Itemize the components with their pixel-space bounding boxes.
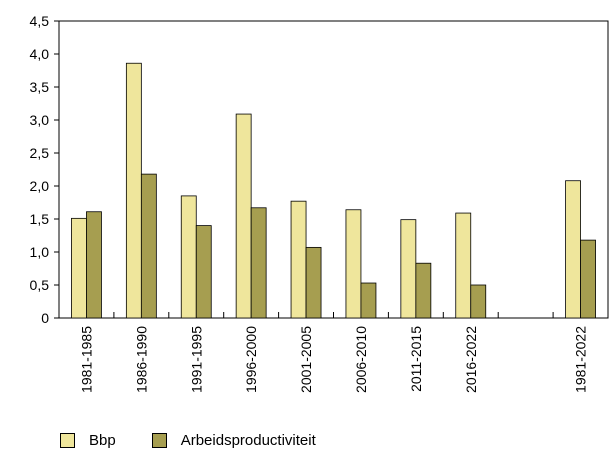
x-tick-label: 1991-1995 [188, 326, 204, 393]
y-tick-label: 1,5 [30, 211, 50, 227]
bar-chart: 0 0,5 1,0 1,5 2,0 2,5 3,0 3,5 4,0 4,5 1981-1985 198… [30, 13, 609, 393]
bar-arbeidsproductiviteit [360, 282, 377, 319]
y-tick-label: 3,0 [30, 112, 50, 128]
legend-swatch-arbeidsproductiviteit [151, 433, 167, 448]
bar-arbeidsproductiviteit [580, 239, 596, 319]
legend-item-bbp: Bbp [60, 432, 116, 449]
y-tick-label: 1,0 [30, 244, 50, 260]
x-tick-label: 2011-2015 [408, 326, 424, 392]
bar-bbp [400, 219, 417, 319]
y-tick-label: 3,5 [30, 79, 50, 95]
bar-arbeidsproductiviteit [86, 211, 102, 319]
legend-label-bbp: Bbp [89, 432, 116, 449]
x-tick-label: 2001-2005 [298, 326, 314, 393]
bar-bbp [125, 62, 142, 319]
bar-bbp [235, 113, 252, 319]
y-tick-label: 0 [41, 310, 49, 326]
bar-arbeidsproductiviteit [470, 284, 487, 319]
bar-bbp [71, 217, 87, 319]
x-tick-label: 2016-2022 [463, 326, 479, 393]
bar-bbp [180, 195, 197, 319]
y-tick-label: 4,0 [30, 46, 50, 62]
legend-item-arbeidsproductiviteit: Arbeidsproductiviteit [151, 432, 316, 449]
bar-bbp [345, 209, 362, 319]
x-tick-label: 1981-2022 [573, 326, 589, 393]
x-tick-label: 1996-2000 [243, 326, 259, 393]
bar-bbp [565, 180, 581, 319]
bar-arbeidsproductiviteit [415, 262, 432, 319]
y-tick-label: 2,5 [30, 145, 50, 161]
y-tick-label: 2,0 [30, 178, 50, 194]
y-tick-label: 0,5 [30, 277, 50, 293]
bar-arbeidsproductiviteit [305, 246, 322, 319]
x-tick-label: 1981-1985 [78, 326, 94, 393]
y-tick-label: 4,5 [30, 13, 50, 29]
legend-swatch-bbp [60, 433, 75, 448]
legend: Bbp Arbeidsproductiviteit [60, 432, 352, 449]
bar-arbeidsproductiviteit [250, 207, 267, 319]
legend-label-arbeidsproductiviteit: Arbeidsproductiviteit [180, 432, 316, 449]
bar-arbeidsproductiviteit [195, 225, 212, 319]
bar-arbeidsproductiviteit [140, 173, 157, 319]
x-tick-label: 1986-1990 [133, 326, 149, 393]
x-tick-label: 2006-2010 [353, 326, 369, 393]
bar-bbp [455, 212, 472, 319]
bar-bbp [290, 200, 307, 319]
